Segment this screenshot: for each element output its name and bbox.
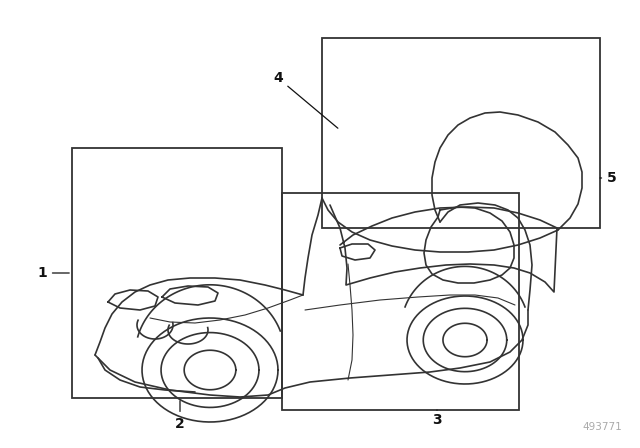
Text: 493771: 493771 — [582, 422, 622, 432]
Text: 3: 3 — [432, 410, 442, 427]
Bar — [282, 193, 519, 410]
Bar — [322, 38, 600, 228]
Bar — [72, 148, 282, 398]
Text: 4: 4 — [273, 71, 338, 128]
Text: 5: 5 — [600, 171, 617, 185]
Text: 2: 2 — [175, 401, 185, 431]
Text: 1: 1 — [37, 266, 69, 280]
